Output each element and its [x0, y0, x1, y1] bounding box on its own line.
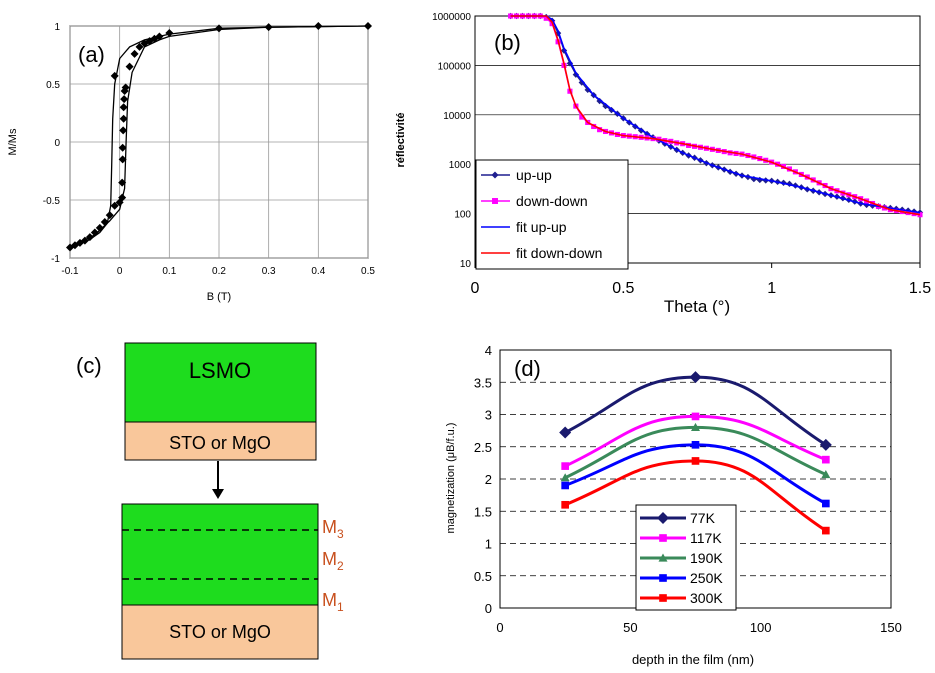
panel-b-ylabel: réflectivité — [395, 112, 407, 167]
panel-b-ytick: 10 — [460, 259, 472, 270]
panel-d-legend: 77K 117K 190K 250K 300K — [636, 505, 736, 610]
panel-d-legend-label: 190K — [690, 550, 723, 566]
panel-d-data-point — [561, 462, 569, 470]
panel-b-xlabel: Theta (°) — [664, 297, 730, 316]
panel-b-tag: (b) — [494, 30, 521, 55]
panel-b-xtick: 1.5 — [909, 280, 931, 297]
panel-d-ytick: 0.5 — [474, 569, 492, 584]
arrow-down-icon — [212, 489, 224, 499]
panel-b-legend: up-up down-down fit up-up fit down-down — [476, 160, 628, 269]
panel-d-data-point — [822, 500, 830, 508]
panel-b-ytick: 1000000 — [432, 12, 471, 23]
panel-d-xtick: 100 — [750, 620, 772, 635]
layer-label-m2: M2 — [322, 549, 344, 573]
panel-a-ylabel: M/Ms — [7, 128, 19, 155]
panel-a-xtick: 0.5 — [361, 266, 375, 277]
panel-d-legend-label: 250K — [690, 570, 723, 586]
panel-a-xtick: -0.1 — [61, 266, 79, 277]
panel-b-ytick: 10000 — [443, 111, 471, 122]
panel-b-ytick: 100 — [454, 210, 471, 221]
layer-label-m3-sub: 3 — [337, 527, 344, 541]
panel-d-ytick: 1 — [485, 537, 492, 552]
bottom-substrate-label: STO or MgO — [169, 622, 271, 642]
panel-d-ylabel: magnetization (μB/f.u.) — [445, 423, 457, 534]
panel-b-xtick: 1 — [767, 280, 776, 297]
panel-d-ytick: 3 — [485, 408, 492, 423]
panel-d-tag: (d) — [514, 356, 541, 381]
panel-d-xtick: 0 — [496, 620, 503, 635]
panel-a-xtick: 0.2 — [212, 266, 226, 277]
panel-d-data-point — [561, 482, 569, 490]
panel-b-xtick: 0.5 — [612, 280, 634, 297]
panel-a-xtick: 0.1 — [162, 266, 176, 277]
panel-c: (c) LSMO STO or MgO STO or MgO M3 M2 M1 — [76, 343, 344, 659]
panel-a-xtick: 0.4 — [311, 266, 325, 277]
panel-d-legend-marker — [659, 594, 667, 602]
panel-d-legend-label: 300K — [690, 590, 723, 606]
panel-d-legend-label: 117K — [690, 530, 722, 546]
panel-a-ytick: -0.5 — [43, 196, 61, 207]
panel-d-ytick: 2.5 — [474, 440, 492, 455]
top-film-label: LSMO — [189, 358, 251, 383]
panel-a-xtick: 0.3 — [262, 266, 276, 277]
panel-d-ytick: 2 — [485, 472, 492, 487]
layer-label-m2-sub: 2 — [337, 559, 344, 573]
panel-b-legend-label: up-up — [516, 167, 552, 183]
panel-a-tag: (a) — [78, 42, 105, 67]
panel-b-xtick: 0 — [471, 280, 480, 297]
panel-b-ytick: 1000 — [449, 160, 472, 171]
panel-d-legend-label: 77K — [690, 510, 716, 526]
panel-a-ytick: 1 — [54, 22, 60, 33]
layer-label-m3-letter: M — [322, 517, 337, 537]
panel-a-ytick: -1 — [51, 254, 60, 265]
panel-a-ytick: 0 — [54, 138, 60, 149]
panel-d-legend-marker — [659, 574, 667, 582]
panel-b-legend-label: fit up-up — [516, 219, 567, 235]
panel-b-ytick: 100000 — [438, 61, 472, 72]
panel-d-ytick: 0 — [485, 601, 492, 616]
panel-d-ytick: 3.5 — [474, 375, 492, 390]
panel-b-legend-label: fit down-down — [516, 245, 602, 261]
layer-label-m2-letter: M — [322, 549, 337, 569]
panel-d-xtick: 50 — [623, 620, 637, 635]
panel-a-ytick: 0.5 — [46, 80, 60, 91]
panel-d-data-point — [692, 413, 700, 421]
layer-label-m1-sub: 1 — [337, 600, 344, 614]
panel-d-data-point — [692, 441, 700, 449]
bottom-film-layer — [122, 504, 318, 605]
panel-d-ytick: 1.5 — [474, 504, 492, 519]
layer-label-m1-letter: M — [322, 590, 337, 610]
panel-a-xtick: 0 — [117, 266, 123, 277]
panel-d-legend-marker — [659, 534, 667, 542]
panel-a-xlabel: B (T) — [207, 291, 231, 303]
panel-d-data-point — [822, 527, 830, 535]
layer-label-m3: M3 — [322, 517, 344, 541]
panel-b-legend-label: down-down — [516, 193, 588, 209]
panel-c-tag: (c) — [76, 353, 102, 378]
layer-label-m1: M1 — [322, 590, 344, 614]
panel-d-ytick: 4 — [485, 343, 492, 358]
panel-d-data-point — [692, 457, 700, 465]
panel-d-xlabel: depth in the film (nm) — [632, 652, 754, 667]
top-substrate-label: STO or MgO — [169, 433, 271, 453]
panel-d-xtick: 150 — [880, 620, 902, 635]
panel-d-data-point — [561, 501, 569, 509]
panel-d-data-point — [822, 456, 830, 464]
panel-b-legend-marker — [492, 198, 498, 204]
panel-d: 0 0.5 1 1.5 2 2.5 3 3.5 4 0 50 100 150 (d) depth in … — [445, 343, 902, 667]
panel-a: -0.1 0 0.1 0.2 0.3 0.4 0.5 -1 -0.5 0 0.5 1 (a) B (T… — [7, 22, 375, 303]
